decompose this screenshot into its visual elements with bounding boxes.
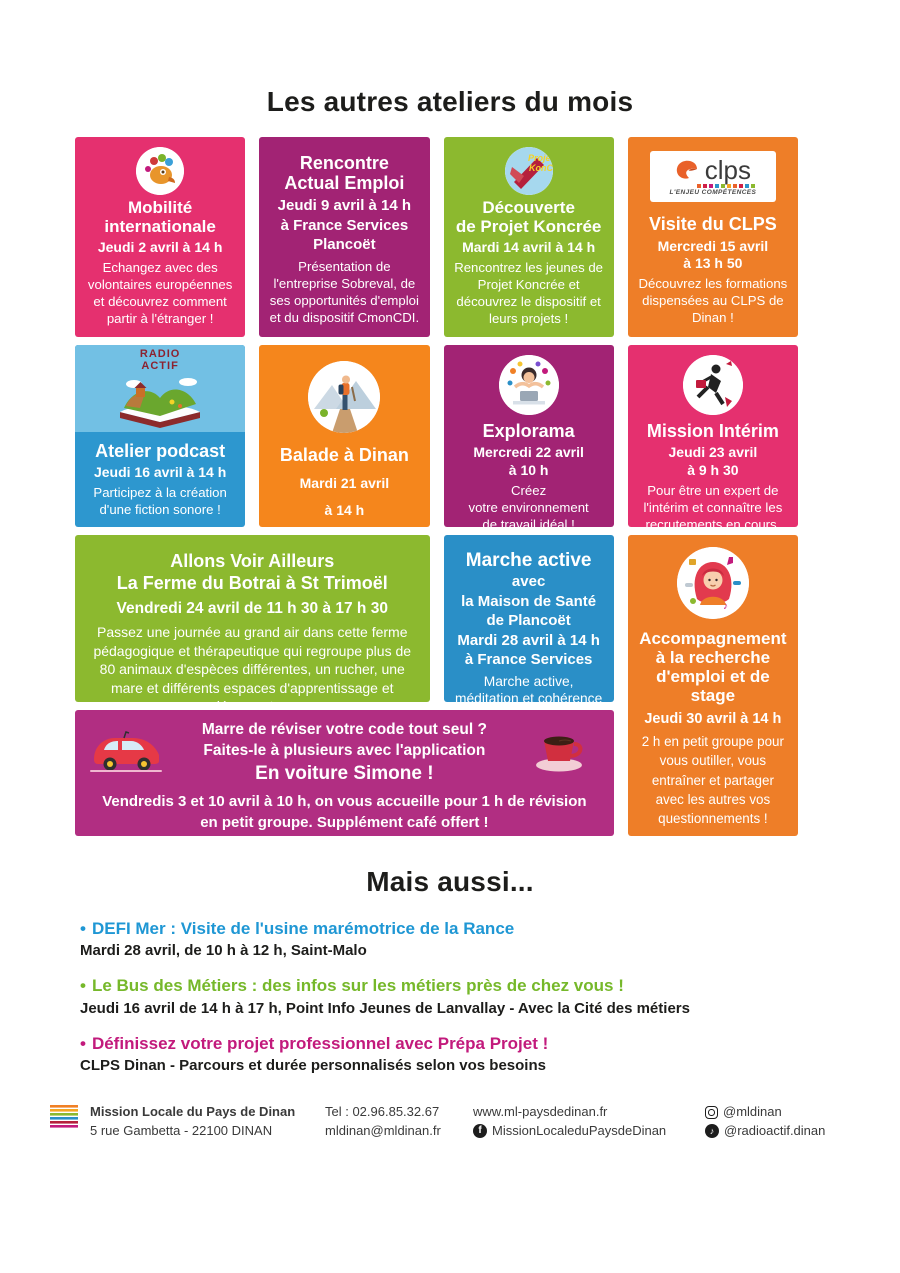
bullet-icon: • <box>80 919 86 938</box>
bullet-icon: • <box>80 976 86 996</box>
footer-org-name: Mission Locale du Pays de Dinan <box>90 1104 296 1119</box>
item-detail: Mardi 28 avril, de 10 h à 12 h, Saint-Ma… <box>80 942 367 960</box>
open-book-illustration-icon <box>120 378 201 429</box>
card-balade-a-dinan: Balade à Dinan Mardi 21 avril à 14 h <box>259 345 430 527</box>
page-title: Les autres ateliers du mois <box>266 86 634 117</box>
card-date: Mercredi 15 avril à 13 h 50 <box>657 237 769 272</box>
card-date: Mardi 14 avril à 14 h <box>462 239 596 256</box>
card-mission-interim: Mission Intérim Jeudi 23 avril à 9 h 30 … <box>627 345 798 527</box>
card-body: Vendredis 3 et 10 avril à 10 h, on vous … <box>102 792 587 831</box>
card-body: Créez votre environnement de travail idé… <box>468 482 589 527</box>
item-detail: Jeudi 16 avril de 14 h à 17 h, Point Inf… <box>80 999 690 1017</box>
card-title: Balade à Dinan <box>279 445 409 465</box>
footer: Mission Locale du Pays de Dinan 5 rue Ga… <box>50 1103 855 1141</box>
list-item-prepa-projet: • Définissez votre projet professionnel a… <box>80 1034 820 1075</box>
svg-text:♪: ♪ <box>723 601 728 612</box>
red-car-illustration-icon <box>87 729 165 778</box>
card-body: Rencontrez les jeunes de Projet Koncrée … <box>454 259 604 326</box>
footer-phone: Tel : 02.96.85.32.67 <box>325 1104 440 1119</box>
card-visite-du-clps: clps L'ENJEU COMPÉTENCES Visite du CLPS … <box>627 137 798 337</box>
list-item-bus-des-metiers: • Le Bus des Métiers : des infos sur les … <box>80 976 820 1017</box>
counselor-girl-illustration-icon: ♪ <box>676 547 749 619</box>
card-title: Visite du CLPS <box>649 214 777 235</box>
card-title: Allons Voir Ailleurs La Ferme du Botrai … <box>116 551 388 593</box>
item-detail: CLPS Dinan - Parcours et durée personnal… <box>80 1057 546 1075</box>
simone-app-name: En voiture Simone ! <box>255 762 434 784</box>
card-body: Echangez avec des volontaires européenne… <box>87 259 233 326</box>
hiker-illustration-icon <box>308 361 381 433</box>
item-title: Définissez votre projet professionnel av… <box>91 1033 549 1053</box>
card-body: 2 h en petit groupe pour vous outiller, … <box>641 733 784 827</box>
card-date: Jeudi 23 avril à 9 h 30 <box>668 444 758 479</box>
simone-app-line: Faites-le à plusieurs avec l'application <box>203 741 486 759</box>
card-body: Présentation de l'entreprise Sobreval, d… <box>269 258 420 325</box>
card-atelier-podcast: RADIO ACTIF Atelier podcast <box>75 345 246 527</box>
footer-instagram-handle: @mldinan <box>723 1104 782 1119</box>
card-date: Jeudi 9 avril à 14 h à France Services P… <box>277 197 412 253</box>
footer-email: mldinan@mldinan.fr <box>325 1122 441 1138</box>
card-title: Accompagnement à la recherche d'emploi e… <box>639 629 787 706</box>
projet-koncree-logo-icon: Projet KonCré <box>504 147 553 195</box>
footer-tiktok-handle: @radioactif.dinan <box>724 1122 826 1138</box>
clps-color-dots-icon <box>696 184 755 189</box>
card-date: Jeudi 2 avril à 14 h <box>97 239 223 256</box>
card-title: Rencontre Actual Emploi <box>284 153 405 194</box>
instagram-icon <box>705 1105 718 1119</box>
card-date: Vendredi 24 avril de 11 h 30 à 17 h 30 <box>116 600 388 618</box>
card-title: Découverte de Projet Koncrée <box>455 198 602 237</box>
footer-website: www.ml-paysdedinan.fr <box>473 1104 608 1119</box>
card-en-voiture-simone: Marre de réviser votre code tout seul ? … <box>75 710 614 836</box>
svg-text:KonCré: KonCré <box>529 163 553 173</box>
svg-text:Projet: Projet <box>528 153 553 163</box>
card-explorama: Explorama Mercredi 22 avril à 10 h Créez… <box>443 345 614 527</box>
card-body: Participez à la création d'une fiction s… <box>93 485 227 518</box>
card-body: Pour être un expert de l'intérim et conn… <box>643 482 783 527</box>
card-title: Explorama <box>482 421 575 441</box>
card-allons-voir-ailleurs-ferme: Allons Voir Ailleurs La Ferme du Botrai … <box>75 535 430 702</box>
clps-wordmark: clps <box>704 155 751 186</box>
card-body: Passez une journée au grand air dans cet… <box>93 624 412 702</box>
jumping-worker-illustration-icon <box>682 355 743 415</box>
card-body: Marche active, méditation et cohérence c… <box>454 673 603 702</box>
card-date: Mercredi 22 avril à 10 h <box>473 444 584 479</box>
card-date: avec la Maison de Santé de Plancoët Mard… <box>457 573 600 669</box>
card-title: Mission Intérim <box>646 421 779 441</box>
radio-actif-book-icon: RADIO ACTIF <box>75 345 246 433</box>
footer-address: 5 rue Gambetta - 22100 DINAN <box>90 1122 273 1138</box>
card-date: Jeudi 16 avril à 14 h <box>93 464 227 481</box>
card-title: Marche active <box>465 550 592 571</box>
tiktok-icon <box>705 1124 719 1139</box>
mobility-illustration-icon <box>136 147 185 195</box>
section-title-mais-aussi: Mais aussi... <box>366 866 534 897</box>
simone-question-line: Marre de réviser votre code tout seul ? <box>201 721 487 738</box>
card-date: Jeudi 30 avril à 14 h <box>644 711 782 728</box>
radio-actif-logo: RADIO ACTIF <box>139 348 181 372</box>
coffee-cup-illustration-icon <box>524 728 602 779</box>
card-body: Découvrez les formations dispensées au C… <box>638 276 788 326</box>
card-rencontre-actual-emploi: Rencontre Actual Emploi Jeudi 9 avril à … <box>259 137 430 337</box>
mission-locale-stripes-logo-icon <box>50 1105 78 1128</box>
bullet-icon: • <box>80 1033 86 1053</box>
facebook-icon <box>473 1124 487 1139</box>
item-title: Le Bus des Métiers : des infos sur les m… <box>91 976 624 996</box>
card-mobilite-internationale: Mobilité internationale Jeudi 2 avril à … <box>75 137 246 337</box>
card-date: Mardi 21 avril à 14 h <box>299 475 390 518</box>
card-title: Mobilité internationale <box>104 198 216 237</box>
clps-tagline: L'ENJEU COMPÉTENCES <box>669 189 757 197</box>
clps-logo: clps L'ENJEU COMPÉTENCES <box>649 151 776 203</box>
card-decouverte-projet-koncree: Projet KonCré Découverte de Projet Koncr… <box>443 137 614 337</box>
card-title: Atelier podcast <box>95 441 226 462</box>
card-marche-active: Marche active avec la Maison de Santé de… <box>443 535 614 702</box>
footer-facebook-handle: MissionLocaleduPaysdeDinan <box>492 1122 667 1138</box>
card-accompagnement-recherche-emploi: ♪ Accompagnement à la recherche d'emploi… <box>627 535 798 836</box>
item-title: DEFI Mer : Visite de l'usine marémotrice… <box>91 919 515 938</box>
mais-aussi-list: • DEFI Mer : Visite de l'usine marémotric… <box>80 919 820 1091</box>
workshop-cards-grid: Mobilité internationale Jeudi 2 avril à … <box>75 137 798 836</box>
clps-flame-icon <box>676 160 697 179</box>
list-item-defi-mer: • DEFI Mer : Visite de l'usine marémotric… <box>80 919 820 960</box>
multitasking-person-illustration-icon <box>498 355 559 415</box>
